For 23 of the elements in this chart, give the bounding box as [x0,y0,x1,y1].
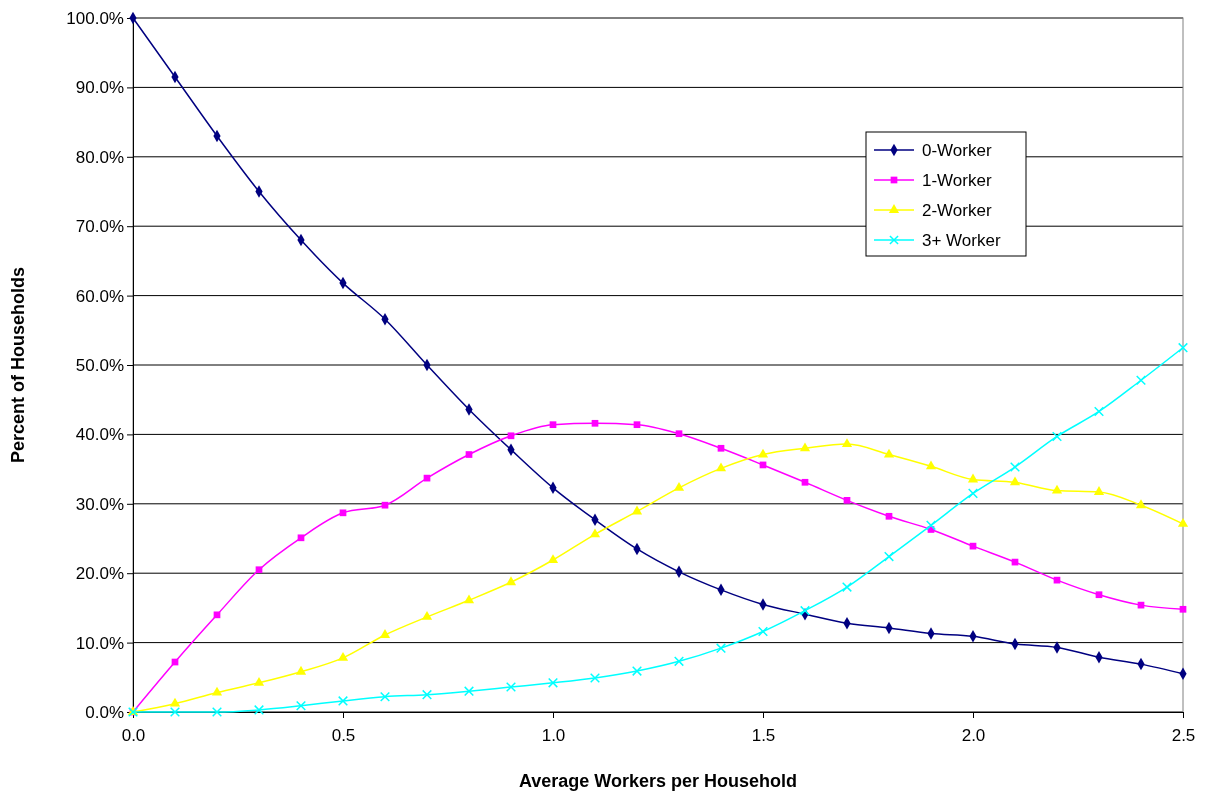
y-tick-label: 100.0% [66,8,124,28]
y-tick-label: 80.0% [75,147,124,167]
y-tick-label: 70.0% [75,217,124,237]
y-tick-label: 20.0% [75,564,124,584]
y-axis-title: Percent of Households [8,266,28,464]
x-tick-label: 2.0 [961,726,986,746]
x-axis-title: Average Workers per Household [518,771,798,791]
legend-label: 1-Worker [922,171,992,190]
x-tick-label: 1.5 [751,726,776,746]
y-tick-label: 50.0% [75,355,124,375]
y-tick-label: 0.0% [85,702,124,722]
x-tick-label: 1.0 [541,726,566,746]
y-tick-label: 90.0% [75,78,124,98]
y-tick-label: 30.0% [75,494,124,514]
x-tick-label: 0.5 [331,726,356,746]
y-tick-label: 60.0% [75,286,124,306]
y-tick-label: 40.0% [75,425,124,445]
legend-label: 3+ Worker [922,231,1001,250]
x-tick-label: 2.5 [1171,726,1196,746]
x-tick-label: 0.0 [121,726,146,746]
legend-label: 0-Worker [922,141,992,160]
legend-label: 2-Worker [922,201,992,220]
y-tick-label: 10.0% [75,633,124,653]
